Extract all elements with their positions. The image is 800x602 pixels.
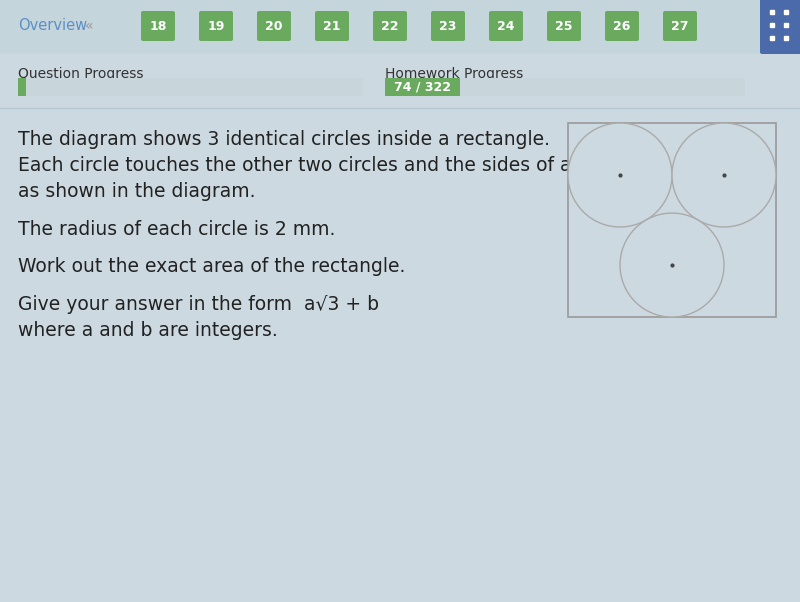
Bar xyxy=(385,78,460,96)
FancyBboxPatch shape xyxy=(431,11,465,41)
Text: Each circle touches the other two circles and the sides of a rectangle,: Each circle touches the other two circle… xyxy=(18,156,672,175)
Bar xyxy=(18,78,363,96)
Text: 20: 20 xyxy=(266,19,282,33)
FancyBboxPatch shape xyxy=(141,11,175,41)
Text: 23: 23 xyxy=(439,19,457,33)
FancyBboxPatch shape xyxy=(605,11,639,41)
Text: as shown in the diagram.: as shown in the diagram. xyxy=(18,182,255,201)
Text: The diagram shows 3 identical circles inside a rectangle.: The diagram shows 3 identical circles in… xyxy=(18,130,550,149)
FancyBboxPatch shape xyxy=(489,11,523,41)
Text: Question Progress: Question Progress xyxy=(18,67,143,81)
FancyBboxPatch shape xyxy=(663,11,697,41)
Text: 18: 18 xyxy=(150,19,166,33)
Text: 21: 21 xyxy=(323,19,341,33)
FancyBboxPatch shape xyxy=(373,11,407,41)
Text: Give your answer in the form  a√3 + b: Give your answer in the form a√3 + b xyxy=(18,295,379,314)
Text: 74 / 322: 74 / 322 xyxy=(394,81,451,93)
Text: Overview: Overview xyxy=(18,19,87,34)
Bar xyxy=(568,123,776,317)
FancyBboxPatch shape xyxy=(199,11,233,41)
Text: 22: 22 xyxy=(382,19,398,33)
Text: 26: 26 xyxy=(614,19,630,33)
Bar xyxy=(18,78,26,96)
Circle shape xyxy=(620,213,724,317)
Text: Work out the exact area of the rectangle.: Work out the exact area of the rectangle… xyxy=(18,258,406,276)
Text: The radius of each circle is 2 mm.: The radius of each circle is 2 mm. xyxy=(18,220,335,239)
Text: 24: 24 xyxy=(498,19,514,33)
Circle shape xyxy=(672,123,776,227)
Text: Homework Progress: Homework Progress xyxy=(385,67,523,81)
FancyBboxPatch shape xyxy=(547,11,581,41)
Text: «: « xyxy=(85,19,94,33)
FancyBboxPatch shape xyxy=(760,0,800,54)
Text: 25: 25 xyxy=(555,19,573,33)
Bar xyxy=(0,0,800,52)
Text: 19: 19 xyxy=(207,19,225,33)
FancyBboxPatch shape xyxy=(315,11,349,41)
Bar xyxy=(385,78,745,96)
Circle shape xyxy=(568,123,672,227)
Text: 27: 27 xyxy=(671,19,689,33)
Text: where a and b are integers.: where a and b are integers. xyxy=(18,321,278,340)
FancyBboxPatch shape xyxy=(257,11,291,41)
